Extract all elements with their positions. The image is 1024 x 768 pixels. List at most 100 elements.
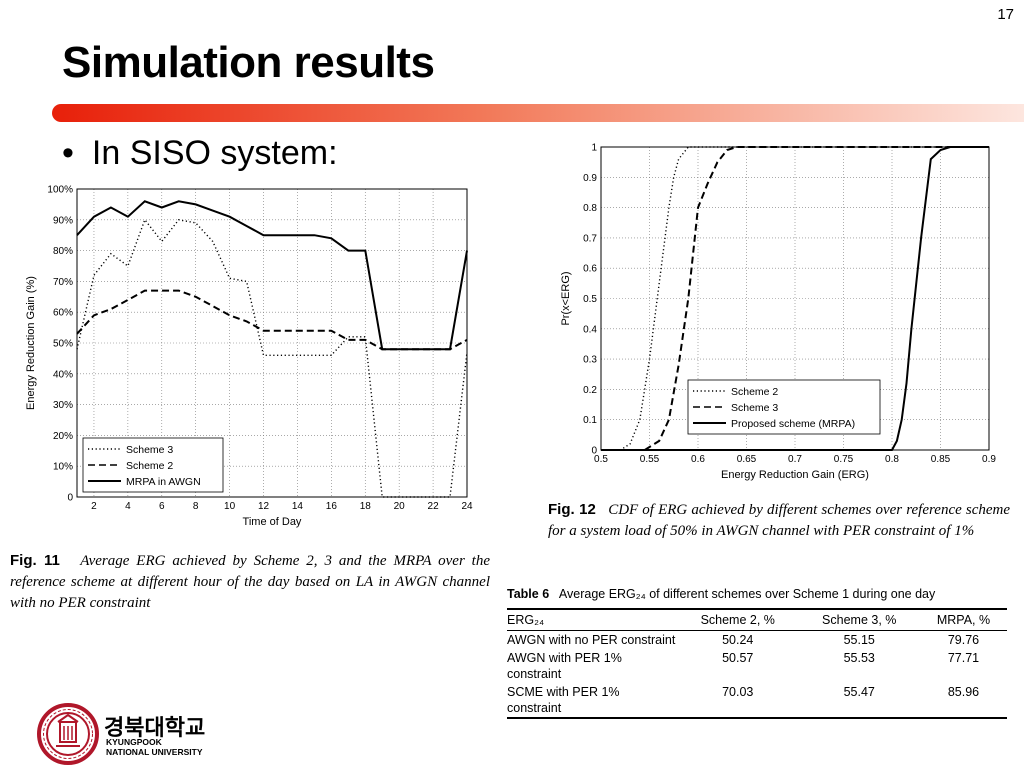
slide-number: 17 (997, 6, 1014, 23)
table6-grid: ERG₂₄ Scheme 2, % Scheme 3, % MRPA, % AW… (507, 608, 1007, 719)
x-tick-label: 8 (193, 501, 199, 512)
y-tick-label: 10% (53, 462, 73, 473)
x-tick-label: 16 (326, 501, 338, 512)
plot-frame (76, 188, 468, 498)
table-cell: 79.76 (947, 633, 980, 647)
table6-caption: Table 6 Average ERG₂₄ of different schem… (507, 586, 1007, 602)
x-tick-label: 22 (428, 501, 440, 512)
y-tick-label: 70% (53, 277, 73, 288)
x-tick-label: 12 (258, 501, 270, 512)
y-tick-label: 0.8 (583, 203, 597, 214)
x-tick-label: 0.7 (788, 454, 802, 465)
fig12-chart: 0.5 0.55 0.6 0.65 0.7 0.75 0.8 0.85 0.9 0 0.1 0.2 0.… (560, 143, 996, 482)
y-axis-label: Energy Reduction Gain (%) (25, 276, 37, 410)
table-row: AWGN with PER 1% constraint 50.57 55.53 … (507, 649, 1007, 683)
x-axis-label: Energy Reduction Gain (ERG) (721, 469, 869, 481)
table6-caption-text: Average ERG₂₄ of different schemes over … (558, 587, 936, 601)
table-header-cell: ERG₂₄ (507, 609, 677, 631)
legend-label: Scheme 3 (731, 402, 778, 414)
x-tick-label: 0.75 (834, 454, 854, 465)
bullet-dot: • (62, 134, 74, 172)
series-line (601, 146, 989, 451)
series-line (76, 200, 468, 351)
legend-label: Scheme 2 (731, 386, 778, 398)
y-tick-label: 80% (53, 246, 73, 257)
table-header-cell: MRPA, % (919, 609, 1007, 631)
x-tick-label: 10 (224, 501, 236, 512)
y-tick-label: 60% (53, 308, 73, 319)
y-tick-label: 100% (47, 185, 73, 196)
x-tick-label: 20 (394, 501, 406, 512)
y-tick-label: 40% (53, 369, 73, 380)
legend-label: Proposed scheme (MRPA) (731, 418, 855, 430)
y-tick-label: 0 (591, 446, 597, 457)
table-cell: 55.47 (843, 685, 875, 699)
legend-label: MRPA in AWGN (126, 476, 201, 488)
legend-box (82, 437, 224, 493)
table6: Table 6 Average ERG₂₄ of different schem… (507, 586, 1007, 719)
title-underline-bar (52, 104, 1024, 122)
table-row: SCME with PER 1% constraint 70.03 55.47 … (507, 683, 1007, 718)
table-cell: 50.57 (722, 651, 754, 665)
y-tick-label: 90% (53, 215, 73, 226)
table-cell: 55.15 (843, 633, 875, 647)
y-tick-label: 0 (67, 493, 73, 504)
fig11-chart: 2 4 6 8 10 12 14 16 18 20 22 24010%20%30%40%50%60%7… (25, 185, 473, 529)
university-name-line1: KYUNGPOOK (106, 737, 162, 747)
fig12-caption: Fig. 12 CDF of ERG achieved by different… (548, 499, 1010, 542)
x-tick-label: 0.55 (640, 454, 660, 465)
x-tick-label: 0.6 (691, 454, 705, 465)
x-axis-label: Time of Day (243, 516, 302, 528)
table6-caption-label: Table 6 (507, 587, 550, 601)
table-cell: 77.71 (947, 651, 980, 665)
university-name-korean: 경북대학교 (104, 716, 206, 741)
table-cell: 55.53 (843, 651, 875, 665)
table-row: AWGN with no PER constraint 50.24 55.15 … (507, 631, 1007, 650)
university-logo: 경북대학교 KYUNGPOOK NATIONAL UNIVERSITY (36, 702, 236, 766)
fig12-caption-text: CDF of ERG achieved by different schemes… (548, 502, 1011, 539)
legend-label: Scheme 2 (126, 460, 173, 472)
series-line (601, 146, 989, 451)
y-tick-label: 0.1 (583, 415, 597, 426)
y-tick-label: 0.7 (583, 233, 597, 244)
y-tick-label: 0.4 (583, 324, 597, 335)
y-tick-label: 0.3 (583, 355, 597, 366)
table-cell: 70.03 (722, 685, 754, 699)
table-cell: AWGN with PER 1% constraint (507, 651, 622, 681)
table-cell: SCME with PER 1% constraint (507, 685, 620, 715)
x-tick-label: 0.5 (594, 454, 608, 465)
x-tick-label: 4 (125, 501, 131, 512)
x-tick-label: 6 (159, 501, 165, 512)
y-tick-label: 30% (53, 400, 73, 411)
x-tick-label: 2 (91, 501, 97, 512)
x-tick-label: 0.65 (737, 454, 757, 465)
bullet-text: In SISO system: (91, 134, 338, 172)
y-tick-label: 0.2 (583, 385, 597, 396)
x-tick-label: 0.85 (931, 454, 951, 465)
fig11-caption-text: Average ERG achieved by Scheme 2, 3 and … (10, 553, 491, 611)
fig11-caption: Fig. 11 Average ERG achieved by Scheme 2… (10, 550, 490, 614)
x-tick-label: 0.8 (885, 454, 899, 465)
slide-title: Simulation results (62, 38, 435, 87)
fig12-caption-label: Fig. 12 (548, 501, 596, 518)
x-tick-label: 14 (292, 501, 304, 512)
y-tick-label: 0.6 (583, 264, 597, 275)
x-tick-label: 0.9 (982, 454, 996, 465)
y-tick-label: 1 (591, 143, 597, 154)
y-axis-label: Pr(x<ERG) (560, 271, 572, 325)
legend-label: Scheme 3 (126, 444, 173, 456)
x-tick-label: 24 (461, 501, 473, 512)
university-emblem-icon (37, 703, 99, 765)
y-tick-label: 50% (53, 339, 73, 350)
bullet-item: • In SISO system: (62, 134, 338, 173)
table-header-cell: Scheme 3, % (798, 609, 920, 631)
y-tick-label: 20% (53, 431, 73, 442)
table-cell: 50.24 (722, 633, 754, 647)
table-cell: AWGN with no PER constraint (507, 633, 676, 647)
fig11-caption-label: Fig. 11 (10, 552, 60, 569)
university-name-line2: NATIONAL UNIVERSITY (106, 746, 203, 757)
y-tick-label: 0.9 (583, 173, 597, 184)
x-tick-label: 18 (360, 501, 372, 512)
table-header-row: ERG₂₄ Scheme 2, % Scheme 3, % MRPA, % (507, 609, 1007, 631)
table-cell: 85.96 (947, 685, 980, 699)
